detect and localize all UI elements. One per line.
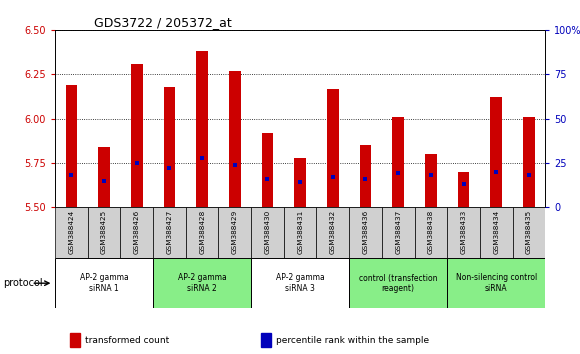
Bar [284, 207, 317, 258]
Point [524, 172, 534, 178]
Text: GSM388428: GSM388428 [199, 210, 205, 254]
Point [165, 165, 174, 171]
Point [99, 178, 108, 183]
Point [295, 179, 305, 185]
Bar [480, 207, 513, 258]
Point [491, 169, 501, 175]
Bar [447, 207, 480, 258]
Bar [425, 154, 437, 207]
Bar [349, 207, 382, 258]
Bar [186, 207, 219, 258]
Bar [262, 133, 273, 207]
Text: GSM388425: GSM388425 [101, 210, 107, 254]
Bar [415, 207, 447, 258]
Bar [251, 207, 284, 258]
Bar [458, 172, 469, 207]
Text: GSM388438: GSM388438 [428, 210, 434, 254]
Text: AP-2 gamma
siRNA 2: AP-2 gamma siRNA 2 [177, 274, 227, 293]
Bar [360, 145, 371, 207]
Point [230, 162, 240, 167]
Text: GSM388432: GSM388432 [330, 210, 336, 254]
Bar [327, 88, 339, 207]
Bar [153, 258, 251, 308]
Text: Non-silencing control
siRNA: Non-silencing control siRNA [455, 274, 537, 293]
Bar [219, 207, 251, 258]
Bar [349, 258, 447, 308]
Bar [393, 117, 404, 207]
Text: GSM388430: GSM388430 [264, 210, 270, 254]
Text: AP-2 gamma
siRNA 3: AP-2 gamma siRNA 3 [276, 274, 325, 293]
Bar [55, 207, 88, 258]
Bar [66, 85, 77, 207]
Point [197, 155, 206, 160]
Text: GSM388427: GSM388427 [166, 210, 172, 254]
Bar [513, 207, 545, 258]
Text: GSM388426: GSM388426 [134, 210, 140, 254]
Bar [491, 97, 502, 207]
Text: GSM388437: GSM388437 [395, 210, 401, 254]
Point [132, 160, 142, 166]
Bar [88, 207, 121, 258]
Bar [251, 258, 349, 308]
Point [67, 172, 76, 178]
Text: GSM388429: GSM388429 [232, 210, 238, 254]
Text: protocol: protocol [3, 278, 42, 288]
Bar [153, 207, 186, 258]
Bar [121, 207, 153, 258]
Text: GSM388431: GSM388431 [297, 210, 303, 254]
Text: percentile rank within the sample: percentile rank within the sample [276, 336, 429, 345]
Point [459, 181, 468, 187]
Bar [197, 51, 208, 207]
Point [328, 174, 338, 180]
Point [393, 171, 403, 176]
Bar [164, 87, 175, 207]
Text: GSM388435: GSM388435 [526, 210, 532, 254]
Text: control (transfection
reagent): control (transfection reagent) [359, 274, 437, 293]
Text: GSM388436: GSM388436 [362, 210, 368, 254]
Bar [523, 117, 535, 207]
Text: GSM388433: GSM388433 [461, 210, 466, 254]
Bar [131, 64, 143, 207]
Bar [229, 71, 241, 207]
Text: GSM388424: GSM388424 [68, 210, 74, 254]
Bar [55, 258, 153, 308]
Point [263, 176, 272, 182]
Bar [317, 207, 349, 258]
Bar [99, 147, 110, 207]
Bar [447, 258, 545, 308]
Text: GDS3722 / 205372_at: GDS3722 / 205372_at [95, 16, 232, 29]
Text: AP-2 gamma
siRNA 1: AP-2 gamma siRNA 1 [79, 274, 129, 293]
Bar [382, 207, 415, 258]
Point [361, 176, 370, 182]
Text: GSM388434: GSM388434 [493, 210, 499, 254]
Point [426, 172, 436, 178]
Bar [295, 158, 306, 207]
Text: transformed count: transformed count [85, 336, 169, 345]
